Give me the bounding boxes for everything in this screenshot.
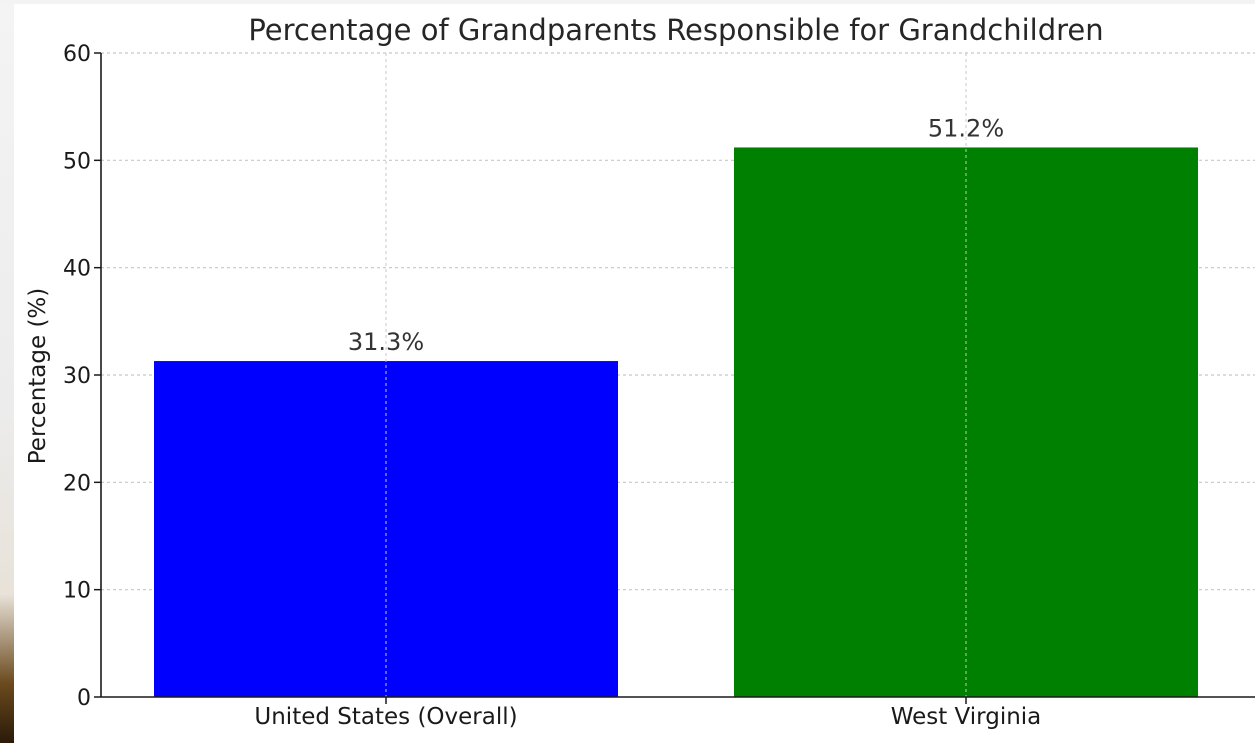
x-tick-label: West Virginia: [891, 704, 1042, 730]
value-label: 31.3%: [348, 328, 424, 356]
window-edge-top: [0, 0, 1255, 4]
y-tick-label: 60: [63, 42, 91, 67]
y-tick-label: 50: [63, 149, 91, 174]
y-axis-label: Percentage (%): [25, 288, 51, 465]
value-labels: 31.3% 51.2%: [348, 114, 1004, 356]
window-edge-left: [0, 0, 14, 743]
value-label: 51.2%: [928, 114, 1004, 142]
axes: [94, 52, 1255, 704]
bars: [154, 147, 1198, 697]
y-tick-label: 40: [63, 257, 91, 282]
y-tick-label: 20: [63, 471, 91, 496]
x-tick-label: United States (Overall): [254, 704, 517, 730]
vertical-gridlines: [385, 53, 967, 697]
x-tick-labels: United States (Overall) West Virginia: [254, 704, 1041, 730]
y-tick-label: 0: [77, 686, 91, 711]
y-tick-labels: 0 10 20 30 40 50 60: [63, 42, 91, 711]
chart-title: Percentage of Grandparents Responsible f…: [248, 13, 1103, 47]
y-tick-label: 30: [63, 364, 91, 389]
y-tick-label: 10: [63, 579, 91, 604]
